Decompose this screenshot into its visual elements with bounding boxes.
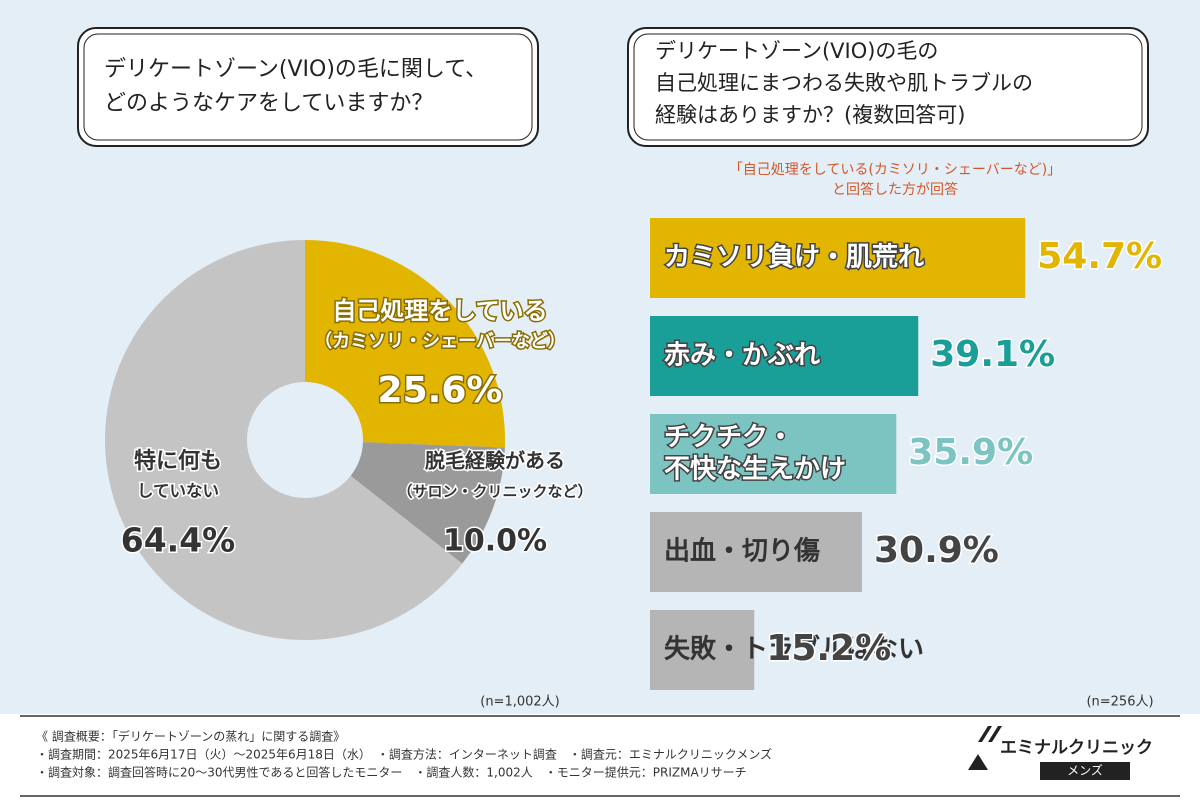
bar-label: 失敗・トラブルはない <box>664 634 924 665</box>
logo-mark <box>968 726 1002 770</box>
chart-title: 自己処理にまつわる失敗や肌トラブルの <box>655 71 1033 95</box>
sample-size: (n=256人) <box>1086 695 1153 710</box>
bar-label: 不快な生えかけ <box>664 455 846 485</box>
footer-line: ・調査対象：調査回答時に20～30代男性であると回答したモニター ・調査人数：1… <box>36 765 747 780</box>
bar <box>650 414 897 494</box>
bar-label: カミソリ負け・肌荒れ <box>664 243 924 273</box>
bar-label: チクチク・ <box>664 423 793 453</box>
chart-note: と回答した方が回答 <box>832 181 958 198</box>
title-box-inner <box>83 33 533 141</box>
bar-value: 15.2% <box>766 628 891 669</box>
slice-label: （サロン・クリニックなど） <box>397 483 592 501</box>
bar <box>650 218 1026 298</box>
logo-sub: メンズ <box>1067 763 1103 778</box>
slice-label: （カミソリ・シェーバーなど） <box>314 331 566 352</box>
pie-slice <box>104 240 463 641</box>
chart-title: デリケートゾーン(VIO)の毛に関して、 <box>104 57 487 82</box>
bar <box>650 316 919 396</box>
logo: エミナルクリニック <box>1000 738 1153 758</box>
slice-value: 64.4% <box>121 521 236 560</box>
bar-value: 39.1% <box>930 334 1055 375</box>
pie-slice <box>305 240 505 448</box>
sample-size: (n=1,002人) <box>480 695 560 710</box>
chart-title: どのようなケアをしていますか？ <box>104 91 433 116</box>
chart-note: 「自己処理をしている(カミソリ・シェーバーなど)」 <box>729 162 1061 178</box>
logo-sub-box <box>1040 762 1130 780</box>
chart-title: デリケートゾーン(VIO)の毛の <box>655 39 938 63</box>
bar <box>650 512 862 592</box>
bar-value: 54.7% <box>1037 236 1162 277</box>
bar <box>650 610 755 690</box>
pie-slice <box>350 442 505 564</box>
bar-value: 35.9% <box>908 432 1033 473</box>
bar-value: 30.9% <box>874 530 999 571</box>
footer-line: 《 調査概要：「デリケートゾーンの蒸れ」に関する調査》 <box>36 729 345 744</box>
slice-value: 25.6% <box>378 370 503 411</box>
bar-label: 赤み・かぶれ <box>664 341 820 371</box>
title-box <box>77 27 539 147</box>
slice-label: 自己処理をしている <box>332 297 547 325</box>
footer-line: ・調査期間：2025年6月17日（火）～2025年6月18日（水） ・調査方法：… <box>36 747 772 762</box>
slice-value: 10.0% <box>443 524 547 559</box>
title-box <box>627 27 1149 147</box>
title-box-inner <box>633 33 1143 141</box>
slice-label: 脱毛経験がある <box>425 449 565 473</box>
chart-title: 経験はありますか？(複数回答可) <box>655 103 965 127</box>
bar-label: 出血・切り傷 <box>664 537 820 567</box>
slice-label: していない <box>137 482 219 501</box>
slice-label: 特に何も <box>134 448 222 474</box>
